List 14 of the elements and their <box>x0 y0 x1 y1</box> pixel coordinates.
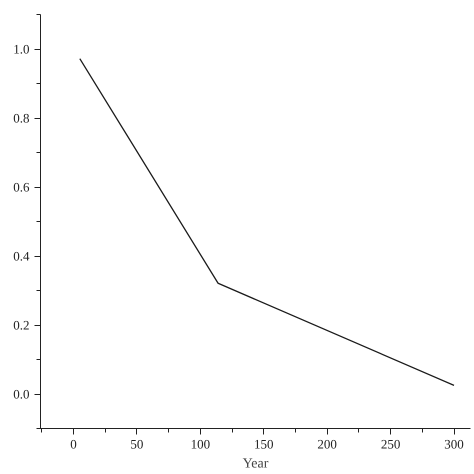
y-tick-label: 1.0 <box>13 42 30 56</box>
x-tick-label: 50 <box>130 436 144 452</box>
x-tick-label: 100 <box>190 436 210 452</box>
x-tick-label: 0 <box>70 436 77 452</box>
x-tick-label: 150 <box>254 436 274 452</box>
y-tick-label: 0.8 <box>13 110 30 126</box>
x-tick-label: 250 <box>380 436 400 452</box>
x-tick-label: 300 <box>444 436 464 452</box>
y-tick-label: 0.6 <box>13 180 30 194</box>
y-tick-label: 0.2 <box>13 318 30 332</box>
y-tick-label: 0.0 <box>13 386 30 402</box>
x-tick-label: 200 <box>317 436 337 452</box>
x-axis-title: Year <box>242 456 269 472</box>
y-tick-label: 0.4 <box>13 248 30 264</box>
